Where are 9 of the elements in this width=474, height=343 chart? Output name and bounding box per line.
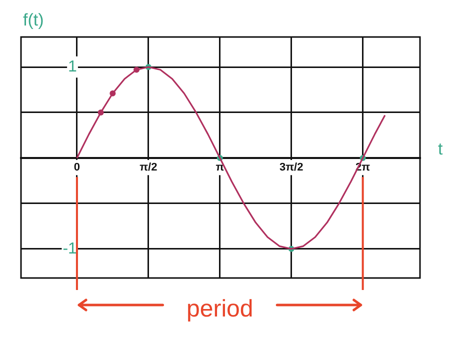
x-tick-label: π <box>216 162 225 174</box>
y-axis-title: f(t) <box>23 10 44 30</box>
x-tick-label: 0 <box>74 162 80 174</box>
x-axis-title: t <box>438 140 443 159</box>
y-tick-label: -1 <box>62 240 78 258</box>
y-tick-label: 1 <box>68 58 78 76</box>
text: period <box>186 296 254 323</box>
x-tick-label: 3π/2 <box>279 162 304 174</box>
x-tick-label: π/2 <box>140 162 158 174</box>
